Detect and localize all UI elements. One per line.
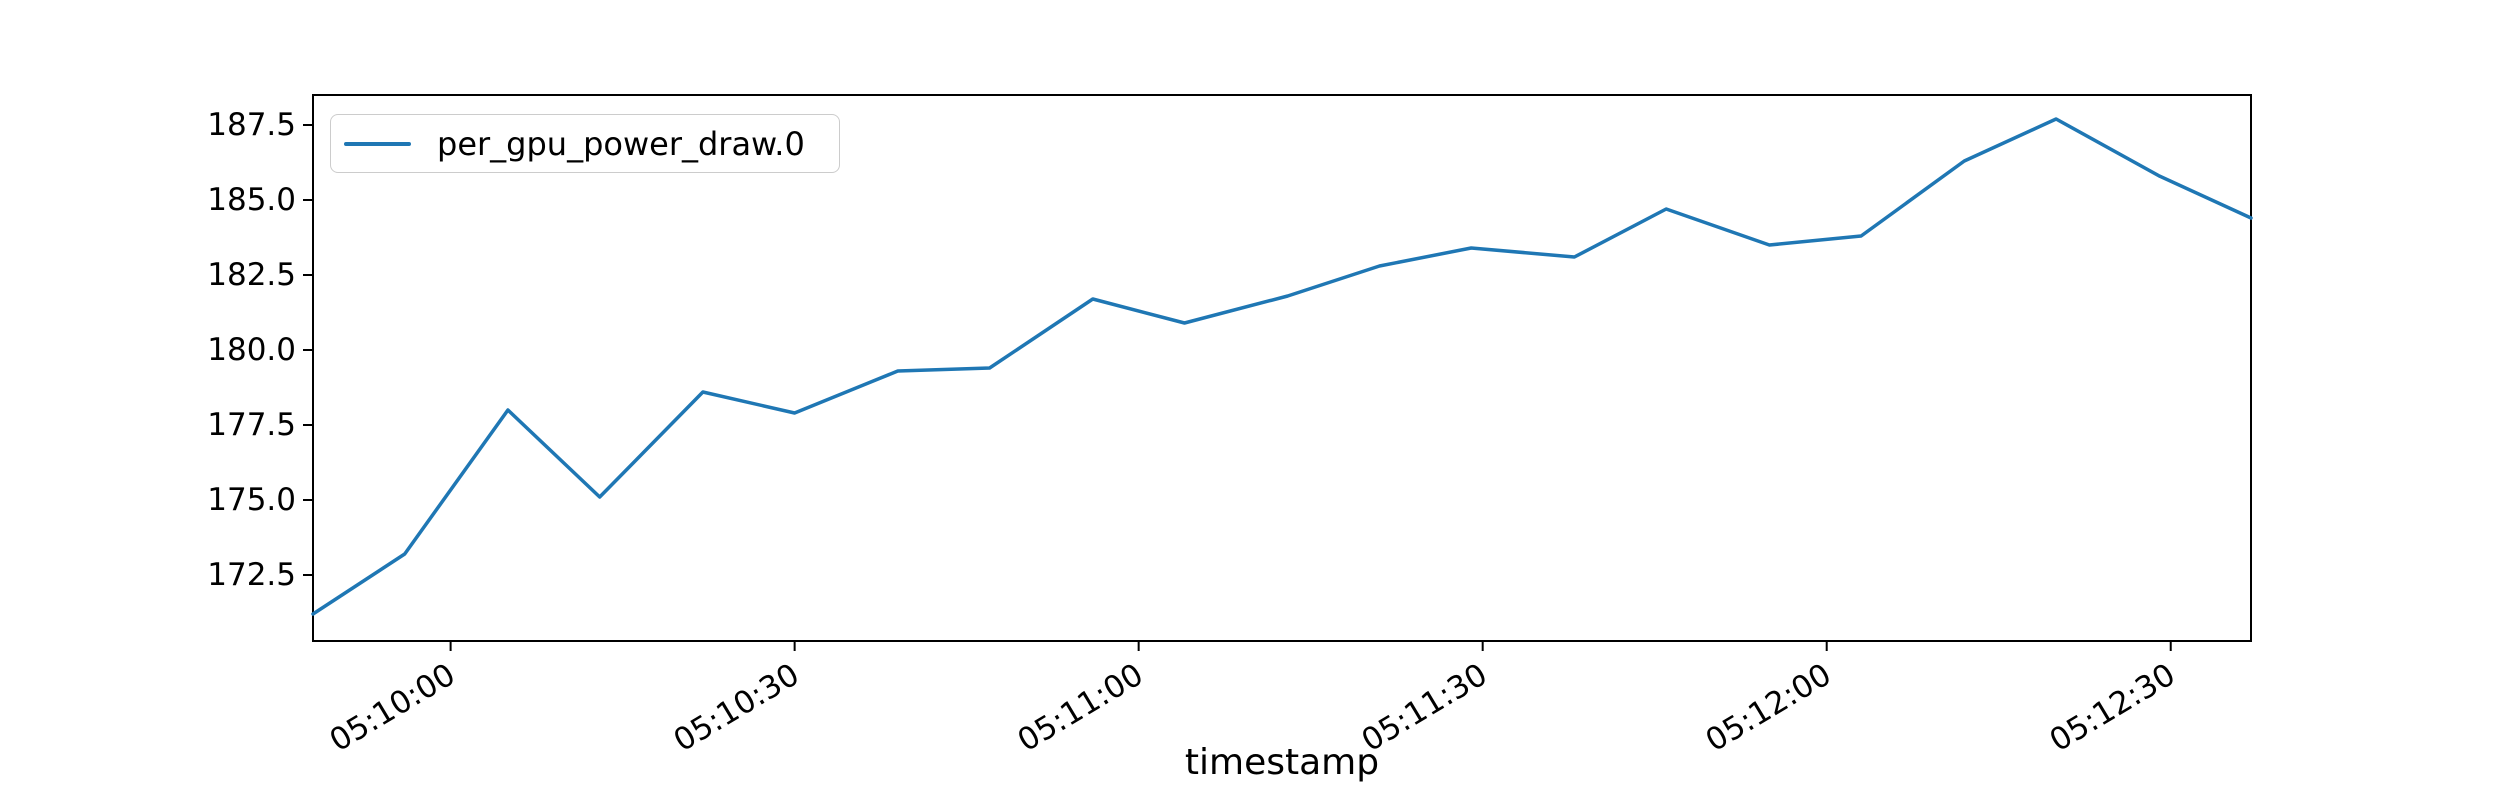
plot-spines	[312, 94, 2252, 642]
y-tick-label: 180.0	[207, 332, 296, 368]
legend-line-sample	[344, 141, 411, 146]
legend-series-label: per_gpu_power_draw.0	[437, 124, 805, 163]
y-tick-label: 172.5	[207, 557, 296, 593]
y-tick-label: 185.0	[207, 182, 296, 218]
y-tick-label: 187.5	[207, 107, 296, 143]
data-line	[311, 117, 2253, 616]
legend: per_gpu_power_draw.0	[330, 114, 840, 173]
y-tick-label: 177.5	[207, 407, 296, 443]
y-tick-label: 182.5	[207, 257, 296, 293]
x-axis-title: timestamp	[1184, 742, 1380, 783]
y-tick-label: 175.0	[207, 482, 296, 518]
